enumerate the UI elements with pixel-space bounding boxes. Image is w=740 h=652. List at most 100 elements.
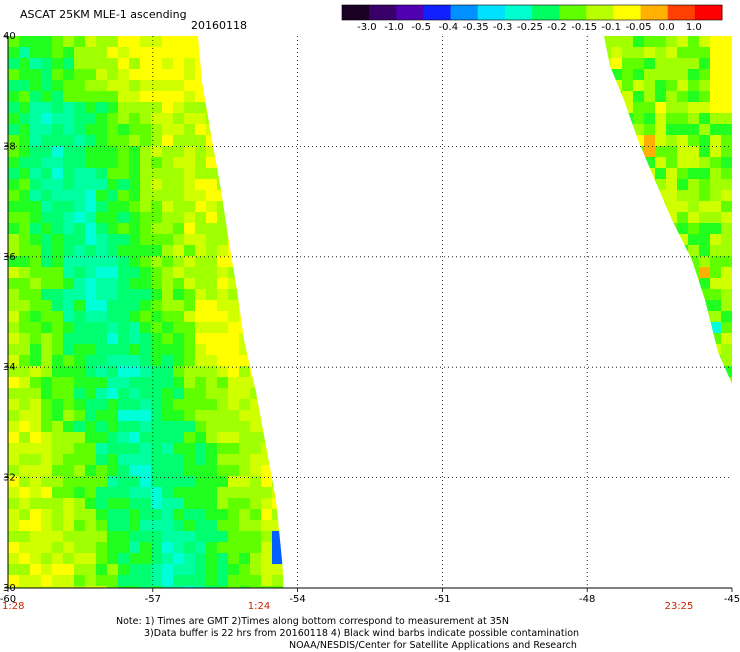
data-cell (633, 322, 645, 334)
data-cell (655, 58, 667, 70)
data-cell (19, 322, 31, 334)
data-cell (118, 157, 130, 169)
data-cell (85, 443, 97, 455)
data-cell (30, 58, 42, 70)
data-cell (118, 102, 130, 114)
data-cell (283, 47, 284, 59)
data-cell (129, 168, 141, 180)
data-cell (140, 476, 152, 488)
data-cell (162, 465, 174, 477)
data-cell (688, 124, 700, 136)
data-cell (162, 69, 174, 81)
data-cell (633, 289, 645, 301)
data-cell (184, 498, 196, 510)
data-cell (272, 575, 284, 587)
data-cell (30, 256, 42, 268)
data-cell (173, 278, 185, 290)
data-cell (272, 267, 284, 279)
data-cell (228, 498, 240, 510)
data-cell (699, 47, 711, 59)
data-cell (129, 410, 141, 422)
data-cell (74, 421, 86, 433)
data-cell (710, 289, 722, 301)
data-cell (140, 179, 152, 191)
data-cell (721, 168, 732, 180)
note-line-2: 3)Data buffer is 22 hrs from 20160118 4)… (144, 628, 580, 639)
data-cell (41, 553, 53, 565)
data-cell (85, 47, 97, 59)
data-cell (129, 388, 141, 400)
data-cell (173, 256, 185, 268)
data-cell (52, 212, 64, 224)
data-cell (699, 267, 711, 279)
data-cell (611, 223, 623, 235)
data-cell (217, 256, 229, 268)
data-cell (261, 432, 273, 444)
data-cell (96, 509, 108, 521)
time-label-left: 1:28 (2, 601, 24, 612)
data-cell (107, 69, 119, 81)
data-cell (30, 531, 42, 543)
data-cell (250, 124, 262, 136)
data-cell (666, 47, 678, 59)
data-cell (195, 289, 207, 301)
data-cell (173, 201, 185, 213)
data-cell (272, 80, 284, 92)
data-cell (206, 256, 218, 268)
data-cell (250, 410, 262, 422)
data-cell (666, 58, 678, 70)
data-cell (184, 300, 196, 312)
data-cell (272, 289, 284, 301)
data-cell (41, 201, 53, 213)
data-cell (699, 179, 711, 191)
data-cell (41, 80, 53, 92)
data-cell (30, 498, 42, 510)
data-cell (677, 388, 689, 400)
data-cell (140, 300, 152, 312)
data-cell (677, 69, 689, 81)
data-cell (96, 223, 108, 235)
data-cell (666, 388, 678, 400)
data-cell (151, 333, 163, 345)
data-cell (96, 498, 108, 510)
data-cell (699, 80, 711, 92)
data-cell (666, 157, 678, 169)
data-cell (173, 465, 185, 477)
colorbar-segment (613, 5, 642, 20)
data-cell (85, 322, 97, 334)
data-cell (677, 344, 689, 356)
data-cell (151, 553, 163, 565)
data-cell (261, 234, 273, 246)
data-cell (96, 124, 108, 136)
data-cell (107, 531, 119, 543)
data-cell (261, 366, 273, 378)
data-cell (206, 80, 218, 92)
data-cell (85, 355, 97, 367)
data-cell (129, 157, 141, 169)
data-cell (622, 355, 634, 367)
data-cell (8, 289, 20, 301)
data-cell (96, 234, 108, 246)
data-cell (96, 366, 108, 378)
data-cell (151, 509, 163, 521)
data-cell (217, 113, 229, 125)
data-cell (41, 520, 53, 532)
data-cell (655, 146, 667, 158)
data-cell (41, 212, 53, 224)
data-cell (611, 80, 623, 92)
data-cell (151, 520, 163, 532)
data-cell (688, 256, 700, 268)
data-cell (8, 168, 20, 180)
data-cell (195, 344, 207, 356)
data-cell (239, 575, 251, 587)
data-cell (228, 575, 240, 587)
data-cell (721, 344, 732, 356)
data-cell (228, 366, 240, 378)
data-cell (283, 300, 284, 312)
data-cell (118, 36, 130, 48)
data-cell (604, 355, 612, 367)
right-swath (604, 36, 732, 400)
data-cell (41, 509, 53, 521)
data-cell (129, 69, 141, 81)
data-cell (633, 58, 645, 70)
